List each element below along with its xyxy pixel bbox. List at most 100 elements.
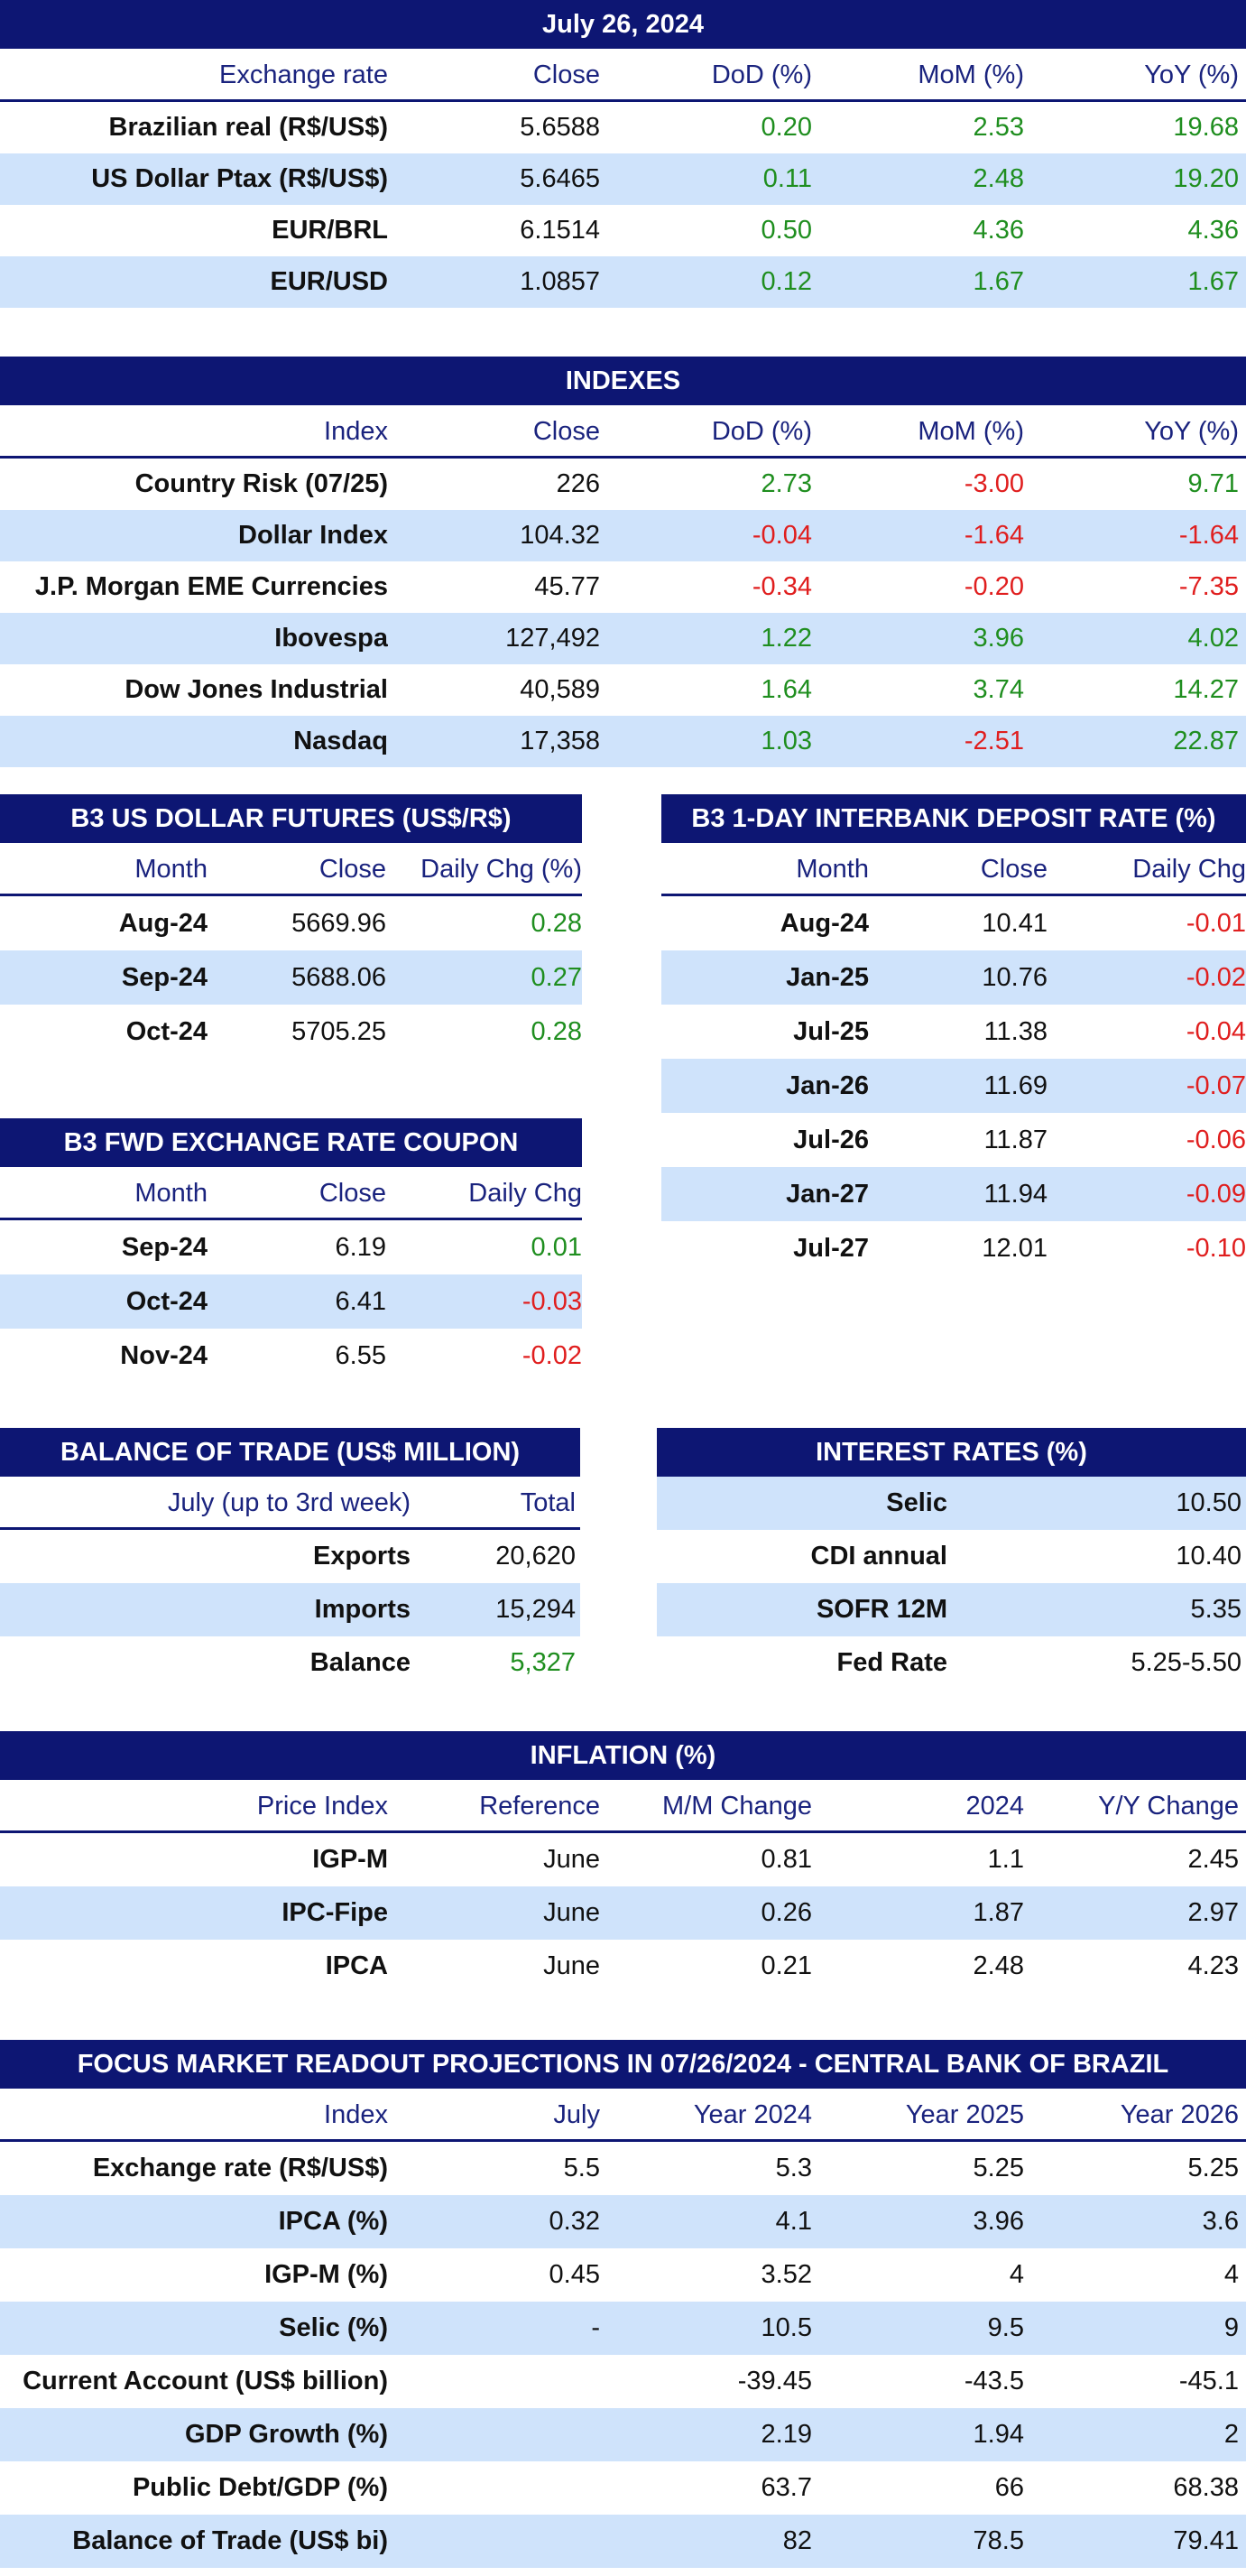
interbank-cell-chg: -0.06 xyxy=(1186,1126,1246,1154)
exchange-header-close: Close xyxy=(532,60,600,89)
futures-cell-chg: 0.28 xyxy=(531,909,582,938)
exchange-header-mom: MoM (%) xyxy=(918,60,1024,89)
coupon-cell-close: 6.41 xyxy=(335,1287,386,1316)
trade-title: BALANCE OF TRADE (US$ MILLION) xyxy=(0,1428,580,1477)
indexes-cell-yoy: 22.87 xyxy=(1173,727,1239,755)
indexes-cell-yoy: 14.27 xyxy=(1173,675,1239,704)
focus-cell-y24: 2.19 xyxy=(761,2420,812,2449)
interbank-cell-chg: -0.02 xyxy=(1186,963,1246,992)
exchange-cell-dod: 0.12 xyxy=(761,267,812,296)
rates-row: CDI annual 10.40 xyxy=(657,1530,1246,1583)
trade-row: Imports 15,294 xyxy=(0,1583,580,1636)
focus-header-july: July xyxy=(553,2100,600,2129)
inflation-title: INFLATION (%) xyxy=(0,1731,1246,1780)
focus-cell-y26: 9 xyxy=(1223,2313,1239,2342)
focus-row: Exchange rate (R$/US$) 5.5 5.3 5.25 5.25 xyxy=(0,2142,1246,2195)
focus-cell-july xyxy=(388,2408,600,2461)
focus-header-index: Index xyxy=(324,2100,388,2129)
focus-cell-july: 0.45 xyxy=(549,2260,600,2289)
trade-header-total: Total xyxy=(520,1488,576,1517)
exchange-cell-close: 1.0857 xyxy=(520,267,600,296)
interbank-cell-month: Jul-25 xyxy=(793,1017,869,1046)
inflation-cell-label: IPC-Fipe xyxy=(282,1898,388,1927)
focus-cell-y25: -43.5 xyxy=(964,2367,1024,2395)
inflation-row: IPCA June 0.21 2.48 4.23 xyxy=(0,1940,1246,1993)
focus-title: FOCUS MARKET READOUT PROJECTIONS IN 07/2… xyxy=(0,2040,1246,2089)
indexes-cell-yoy: -7.35 xyxy=(1178,572,1239,601)
interbank-cell-month: Jan-25 xyxy=(786,963,869,992)
indexes-cell-yoy: -1.64 xyxy=(1178,521,1239,550)
exchange-header-label: Exchange rate xyxy=(218,60,388,89)
rates-cell-label: SOFR 12M xyxy=(816,1595,947,1624)
interbank-header-chg: Daily Chg xyxy=(1132,855,1246,884)
indexes-cell-close: 17,358 xyxy=(520,727,600,755)
interbank-cell-close: 10.76 xyxy=(982,963,1048,992)
indexes-cell-mom: -3.00 xyxy=(964,469,1024,498)
focus-row: GDP Growth (%) 2.19 1.94 2 xyxy=(0,2408,1246,2461)
interbank-row: Jan-27 11.94 -0.09 xyxy=(661,1167,1246,1221)
inflation-cell-ytd: 2.48 xyxy=(973,1951,1024,1980)
focus-header-2026: Year 2026 xyxy=(1120,2100,1239,2129)
indexes-row: Dow Jones Industrial 40,589 1.64 3.74 14.27 xyxy=(0,664,1246,716)
interbank-cell-month: Jul-26 xyxy=(793,1126,869,1154)
inflation-header-row: Price Index Reference M/M Change 2024 Y/… xyxy=(0,1780,1246,1833)
inflation-cell-yy: 4.23 xyxy=(1187,1951,1239,1980)
futures-header-close: Close xyxy=(318,855,386,884)
futures-row: Oct-24 5705.25 0.28 xyxy=(0,1005,582,1059)
focus-cell-y24: 3.52 xyxy=(761,2260,812,2289)
interbank-row: Jan-25 10.76 -0.02 xyxy=(661,950,1246,1005)
trade-header-row: July (up to 3rd week) Total xyxy=(0,1477,580,1530)
focus-cell-y25: 5.25 xyxy=(973,2154,1024,2182)
exchange-row: US Dollar Ptax (R$/US$) 5.6465 0.11 2.48 19.… xyxy=(0,153,1246,205)
indexes-cell-label: Nasdaq xyxy=(293,727,388,755)
exchange-cell-yoy: 19.20 xyxy=(1173,164,1239,193)
coupon-title: B3 FWD EXCHANGE RATE COUPON xyxy=(0,1118,582,1167)
coupon-cell-chg: -0.02 xyxy=(521,1341,582,1370)
indexes-cell-mom: -0.20 xyxy=(964,572,1024,601)
indexes-header-close: Close xyxy=(532,417,600,446)
interbank-header-close: Close xyxy=(980,855,1048,884)
coupon-header-row: Month Close Daily Chg xyxy=(0,1167,582,1220)
indexes-header-mom: MoM (%) xyxy=(918,417,1024,446)
indexes-header-yoy: YoY (%) xyxy=(1144,417,1239,446)
rates-cell-value: 5.25-5.50 xyxy=(1131,1648,1241,1677)
indexes-header-label: Index xyxy=(324,417,388,446)
focus-cell-label: Exchange rate (R$/US$) xyxy=(92,2154,388,2182)
futures-cell-month: Aug-24 xyxy=(118,909,208,938)
focus-cell-y24: 82 xyxy=(782,2526,812,2555)
indexes-row: Nasdaq 17,358 1.03 -2.51 22.87 xyxy=(0,716,1246,767)
indexes-cell-dod: -0.04 xyxy=(752,521,812,550)
inflation-table: INFLATION (%) Price Index Reference M/M … xyxy=(0,1731,1246,1993)
inflation-cell-ytd: 1.87 xyxy=(973,1898,1024,1927)
futures-cell-close: 5705.25 xyxy=(291,1017,386,1046)
exchange-cell-label: EUR/USD xyxy=(270,267,388,296)
indexes-row: Ibovespa 127,492 1.22 3.96 4.02 xyxy=(0,613,1246,664)
interbank-row: Jan-26 11.69 -0.07 xyxy=(661,1059,1246,1113)
focus-header-2025: Year 2025 xyxy=(905,2100,1024,2129)
trade-cell-label: Exports xyxy=(313,1542,411,1571)
exchange-cell-close: 6.1514 xyxy=(520,216,600,245)
focus-cell-y26: -45.1 xyxy=(1178,2367,1239,2395)
exchange-cell-dod: 0.11 xyxy=(762,164,812,193)
focus-row: Current Account (US$ billion) -39.45 -43.5… xyxy=(0,2355,1246,2408)
indexes-cell-dod: 1.03 xyxy=(761,727,812,755)
focus-cell-july: 0.32 xyxy=(549,2207,600,2236)
focus-cell-label: IGP-M (%) xyxy=(264,2260,388,2289)
indexes-table: INDEXES Index Close DoD (%) MoM (%) YoY … xyxy=(0,357,1246,767)
exchange-row: Brazilian real (R$/US$) 5.6588 0.20 2.53 19.… xyxy=(0,102,1246,153)
coupon-cell-month: Oct-24 xyxy=(125,1287,208,1316)
focus-projections-table: FOCUS MARKET READOUT PROJECTIONS IN 07/2… xyxy=(0,2040,1246,2568)
focus-cell-y26: 3.6 xyxy=(1202,2207,1239,2236)
futures-cell-close: 5688.06 xyxy=(291,963,386,992)
exchange-cell-dod: 0.20 xyxy=(761,113,812,142)
inflation-row: IPC-Fipe June 0.26 1.87 2.97 xyxy=(0,1886,1246,1940)
interbank-title: B3 1-DAY INTERBANK DEPOSIT RATE (%) xyxy=(661,794,1246,843)
indexes-cell-label: Ibovespa xyxy=(274,624,388,653)
indexes-cell-close: 127,492 xyxy=(505,624,600,653)
inflation-cell-mm: 0.21 xyxy=(761,1951,812,1980)
exchange-cell-yoy: 1.67 xyxy=(1187,267,1239,296)
interbank-cell-month: Jan-26 xyxy=(786,1071,869,1100)
coupon-header-close: Close xyxy=(318,1179,386,1208)
exchange-cell-dod: 0.50 xyxy=(761,216,812,245)
indexes-cell-close: 104.32 xyxy=(520,521,600,550)
